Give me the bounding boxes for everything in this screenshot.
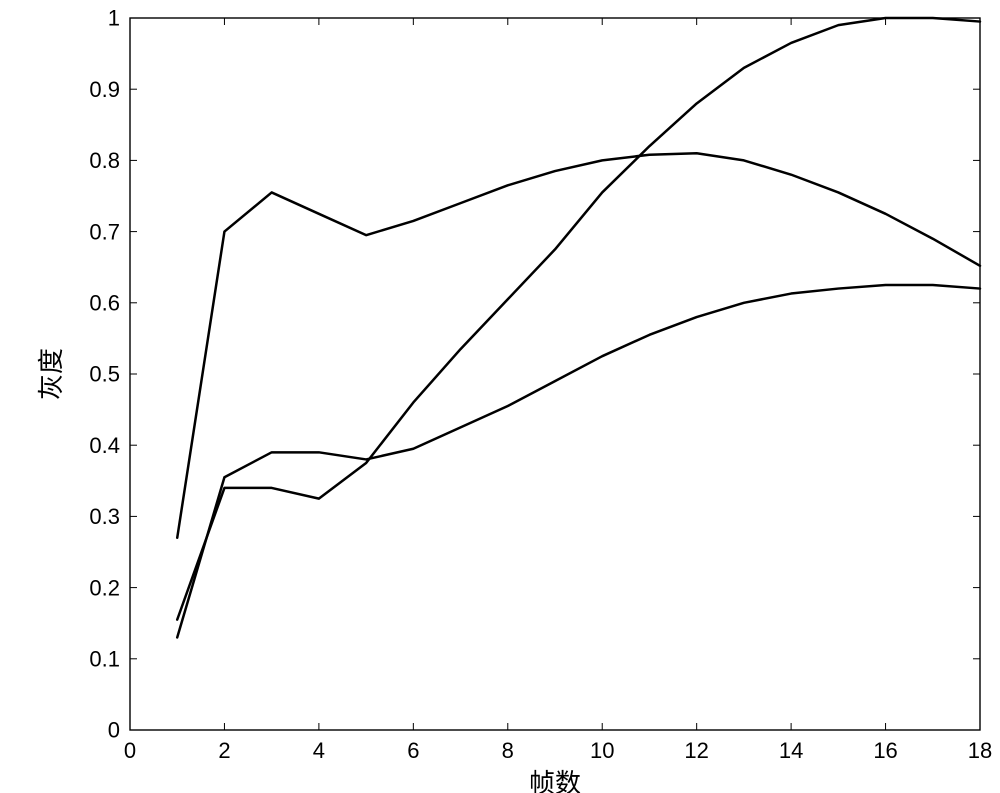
y-tick-label: 0.8 <box>89 148 120 173</box>
x-tick-label: 8 <box>502 738 514 763</box>
chart-container: 0 2 4 6 8 10 12 14 16 18 0 0.1 0.2 0.3 0.4 0.5 0.6 0.7 0.8… <box>0 0 1000 793</box>
y-tick-label: 0.5 <box>89 362 120 387</box>
y-tick-label: 1 <box>108 6 120 31</box>
line-chart: 0 2 4 6 8 10 12 14 16 18 0 0.1 0.2 0.3 0.4 0.5 0.6 0.7 0.8… <box>0 0 1000 793</box>
x-tick-label: 4 <box>313 738 325 763</box>
x-tick-label: 2 <box>218 738 230 763</box>
y-tick-label: 0.3 <box>89 504 120 529</box>
y-tick-label: 0.9 <box>89 77 120 102</box>
y-tick-label: 0.1 <box>89 647 120 672</box>
x-tick-label: 18 <box>968 738 992 763</box>
x-tick-label: 10 <box>590 738 614 763</box>
y-tick-label: 0.6 <box>89 291 120 316</box>
y-tick-label: 0 <box>108 718 120 743</box>
x-tick-label: 16 <box>873 738 897 763</box>
plot-area <box>130 18 980 730</box>
x-tick-label: 12 <box>684 738 708 763</box>
y-tick-label: 0.4 <box>89 433 120 458</box>
x-tick-label: 6 <box>407 738 419 763</box>
x-tick-label: 0 <box>124 738 136 763</box>
y-tick-label: 0.2 <box>89 575 120 600</box>
y-axis-label: 灰度 <box>36 348 66 400</box>
x-tick-label: 14 <box>779 738 803 763</box>
y-tick-label: 0.7 <box>89 219 120 244</box>
x-axis-label: 帧数 <box>529 768 581 793</box>
